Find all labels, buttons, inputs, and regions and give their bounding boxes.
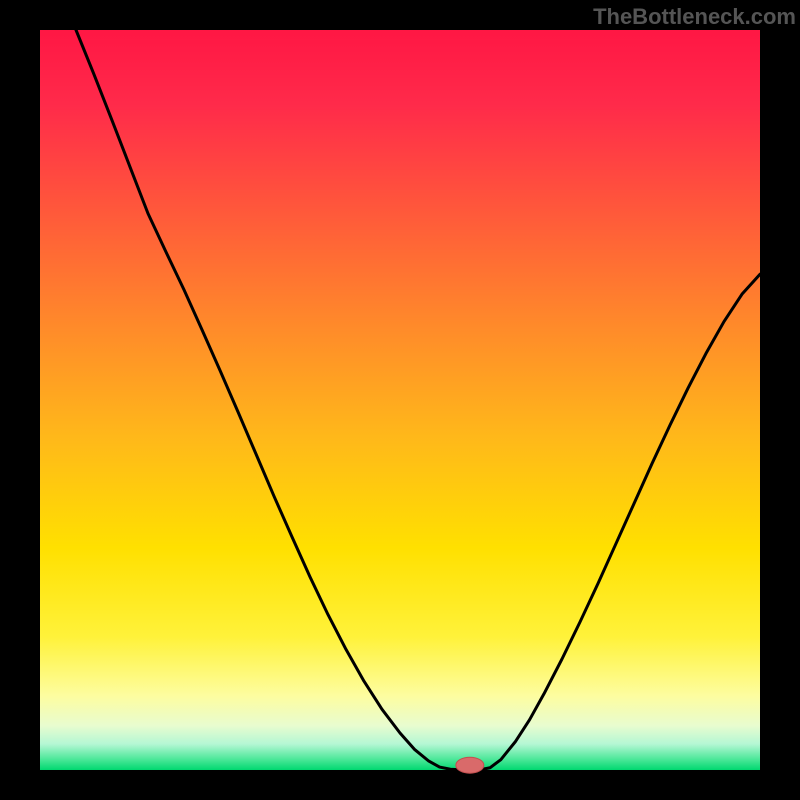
plot-background (40, 30, 760, 770)
bottleneck-chart: TheBottleneck.com (0, 0, 800, 800)
watermark-text: TheBottleneck.com (593, 4, 796, 30)
minimum-marker (456, 757, 484, 773)
chart-svg (0, 0, 800, 800)
